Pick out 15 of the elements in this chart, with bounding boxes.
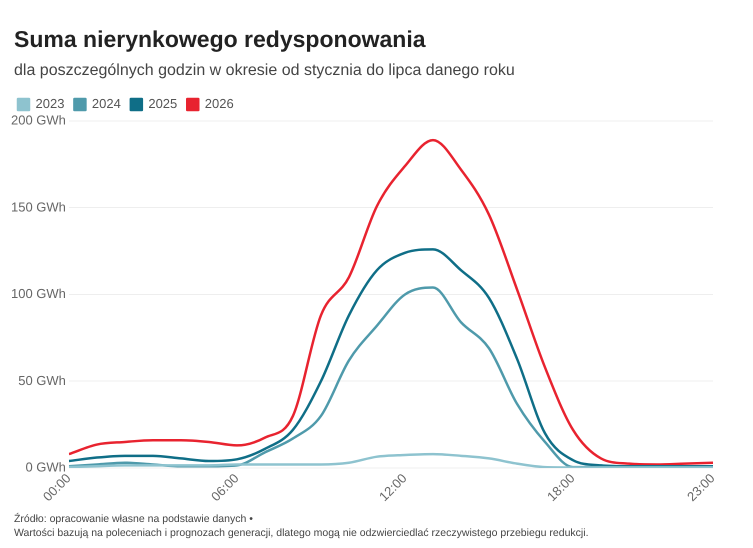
legend-label: 2026 xyxy=(204,96,234,112)
legend-label: 2025 xyxy=(148,96,178,112)
text: Wartości bazują na poleceniach i prognozach generacji, dlatego mogą nie odzwierciedlać rzeczywistego przebiegu redukcji. xyxy=(14,526,589,540)
y-tick-label: 100 GWh xyxy=(10,286,66,302)
y-tick-label: 150 GWh xyxy=(10,199,66,214)
y-tick-label: 50 GWh xyxy=(18,372,66,388)
legend-label: 2023 xyxy=(36,96,64,112)
line-series xyxy=(68,452,713,468)
chart-title: Suma nierynkowego redysponowania xyxy=(14,26,426,53)
y-tick-label: 200 GWh xyxy=(10,112,66,128)
text: Źródło: opracowanie własne na podstawie danych • xyxy=(14,512,254,526)
chart-subtitle: dla poszczególnych godzin w okresie od stycznia do lipca danego roku xyxy=(14,62,515,80)
line-series xyxy=(68,138,713,466)
y-tick-label: 0 GWh xyxy=(25,460,66,475)
legend-label: 2024 xyxy=(92,96,121,112)
